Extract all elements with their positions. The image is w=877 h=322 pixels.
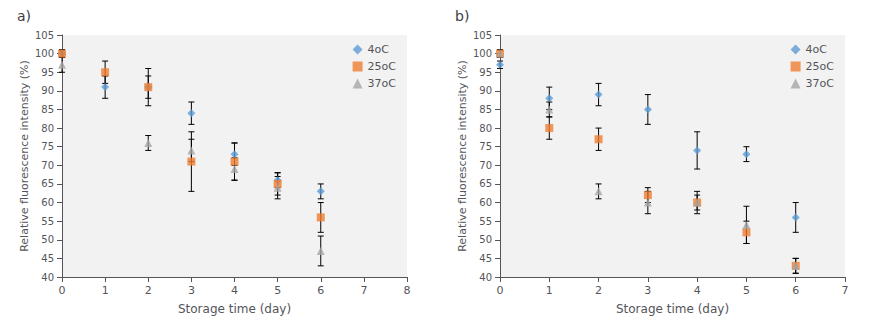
svg-text:3: 3: [644, 284, 651, 297]
svg-text:80: 80: [479, 123, 492, 134]
svg-text:90: 90: [479, 85, 492, 96]
svg-text:7: 7: [842, 284, 849, 297]
svg-text:90: 90: [41, 85, 54, 96]
svg-text:3: 3: [188, 284, 195, 297]
svg-text:37oC: 37oC: [368, 77, 397, 90]
svg-text:50: 50: [41, 234, 54, 245]
svg-text:1: 1: [102, 284, 109, 297]
svg-text:45: 45: [41, 253, 54, 264]
svg-text:70: 70: [479, 160, 492, 171]
svg-text:65: 65: [479, 178, 492, 189]
svg-text:6: 6: [792, 284, 799, 297]
svg-text:105: 105: [473, 30, 492, 41]
svg-text:40: 40: [479, 272, 492, 283]
svg-text:2: 2: [595, 284, 602, 297]
svg-text:5: 5: [743, 284, 750, 297]
svg-text:0: 0: [497, 284, 504, 297]
svg-text:55: 55: [479, 216, 492, 227]
svg-text:37oC: 37oC: [806, 77, 835, 90]
svg-text:100: 100: [473, 48, 492, 59]
svg-text:80: 80: [41, 123, 54, 134]
svg-text:60: 60: [479, 197, 492, 208]
svg-text:95: 95: [479, 67, 492, 78]
svg-text:85: 85: [41, 104, 54, 115]
svg-text:4oC: 4oC: [806, 43, 828, 56]
svg-text:25oC: 25oC: [806, 60, 835, 73]
svg-text:4: 4: [231, 284, 238, 297]
svg-text:100: 100: [35, 48, 54, 59]
svg-text:2: 2: [145, 284, 152, 297]
svg-text:5: 5: [274, 284, 281, 297]
svg-text:95: 95: [41, 67, 54, 78]
svg-text:25oC: 25oC: [368, 60, 397, 73]
svg-text:70: 70: [41, 160, 54, 171]
svg-text:6: 6: [317, 284, 324, 297]
svg-text:40: 40: [41, 272, 54, 283]
svg-text:Storage time (day): Storage time (day): [178, 302, 291, 316]
svg-text:Relative fluorescence intensit: Relative fluorescence intensity (%): [18, 60, 31, 252]
svg-text:7: 7: [360, 284, 367, 297]
svg-text:Relative fluorescence intensit: Relative fluorescence intensity (%): [456, 60, 469, 252]
svg-text:Storage time (day): Storage time (day): [616, 302, 729, 316]
svg-text:4oC: 4oC: [368, 43, 390, 56]
svg-text:60: 60: [41, 197, 54, 208]
svg-text:8: 8: [404, 284, 411, 297]
svg-text:a): a): [17, 8, 31, 24]
svg-text:75: 75: [41, 141, 54, 152]
svg-text:105: 105: [35, 30, 54, 41]
svg-text:1: 1: [546, 284, 553, 297]
svg-text:85: 85: [479, 104, 492, 115]
svg-text:45: 45: [479, 253, 492, 264]
svg-text:65: 65: [41, 178, 54, 189]
svg-text:55: 55: [41, 216, 54, 227]
svg-text:0: 0: [59, 284, 66, 297]
svg-text:75: 75: [479, 141, 492, 152]
svg-text:b): b): [455, 8, 469, 24]
svg-text:50: 50: [479, 234, 492, 245]
svg-text:4: 4: [694, 284, 701, 297]
